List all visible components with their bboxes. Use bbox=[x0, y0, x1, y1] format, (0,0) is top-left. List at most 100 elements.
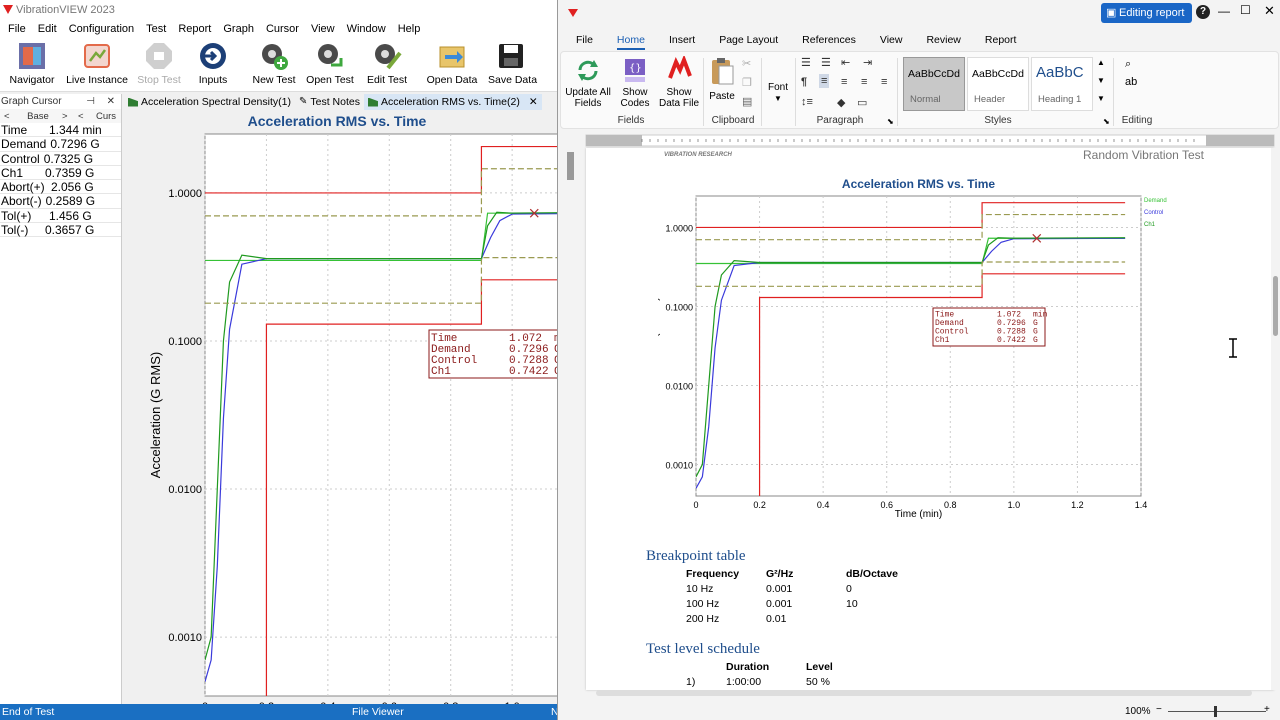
styles-scroll-down-icon[interactable]: ▼ bbox=[1097, 76, 1105, 85]
live-instance-button[interactable]: Live Instance bbox=[66, 38, 128, 92]
tab-file[interactable]: File bbox=[576, 34, 593, 46]
menu-report[interactable]: Report bbox=[178, 23, 212, 35]
dialog-launcher-icon[interactable]: ⬊ bbox=[1103, 117, 1110, 126]
menu-help[interactable]: Help bbox=[397, 23, 421, 35]
minimize-icon[interactable]: — bbox=[1218, 4, 1230, 18]
inputs-button[interactable]: Inputs bbox=[192, 38, 234, 92]
series-group bbox=[696, 202, 1126, 496]
cursor-key: Time bbox=[1, 123, 28, 137]
stop-test-button[interactable]: Stop Test bbox=[134, 38, 184, 92]
help-icon[interactable]: ? bbox=[1196, 5, 1210, 19]
decrease-indent-icon[interactable]: ⇤ bbox=[841, 57, 851, 69]
menu-view[interactable]: View bbox=[310, 23, 335, 35]
vertical-scrollbar[interactable] bbox=[1271, 148, 1280, 690]
replace-icon[interactable]: ab bbox=[1125, 76, 1138, 88]
pilcrow-icon[interactable]: ¶ bbox=[801, 76, 808, 88]
shading-icon[interactable]: ◆ bbox=[837, 97, 846, 109]
tab-acceleration-rms-vs-time[interactable]: Acceleration RMS vs. Time(2) ✕ bbox=[363, 94, 542, 110]
zoom-in-icon[interactable]: + bbox=[1264, 704, 1270, 715]
style-name: Heading 1 bbox=[1038, 94, 1082, 105]
vibrationview-window: VibrationVIEW 2023 File Edit Configurati… bbox=[0, 0, 636, 720]
tab-label: Acceleration RMS vs. Time(2) bbox=[380, 96, 520, 108]
align-right-icon[interactable]: ≡ bbox=[861, 76, 868, 88]
menu-graph[interactable]: Graph bbox=[223, 23, 254, 35]
tab-test-notes[interactable]: ✎ Test Notes bbox=[295, 94, 364, 110]
cursor-panel-subheader: < Base > < Curs bbox=[0, 109, 121, 123]
justify-icon[interactable]: ≡ bbox=[881, 76, 888, 88]
close-icon[interactable]: ✕ bbox=[106, 96, 115, 107]
edit-test-button[interactable]: Edit Test bbox=[364, 38, 410, 92]
style-header[interactable]: AaBbCcDd Header bbox=[967, 57, 1029, 111]
align-left-icon[interactable]: ≡ bbox=[819, 74, 830, 88]
dialog-launcher-icon[interactable]: ⬊ bbox=[887, 117, 894, 126]
bullets-icon[interactable]: ☰ bbox=[801, 57, 811, 69]
new-test-button[interactable]: New Test bbox=[252, 38, 296, 92]
tab-report[interactable]: Report bbox=[984, 34, 1017, 46]
tab-home[interactable]: Home bbox=[605, 30, 657, 50]
menu-cursor[interactable]: Cursor bbox=[265, 23, 299, 35]
zoom-slider[interactable] bbox=[1168, 711, 1266, 712]
zoom-slider-thumb[interactable] bbox=[1214, 706, 1217, 717]
base-label: Base bbox=[27, 110, 49, 122]
tab-insert[interactable]: Insert bbox=[668, 34, 696, 46]
curs-prev-button[interactable]: < bbox=[78, 110, 84, 122]
graph-icon bbox=[367, 97, 378, 107]
align-center-icon[interactable]: ≡ bbox=[841, 76, 848, 88]
open-data-button[interactable]: Open Data bbox=[426, 38, 478, 92]
open-test-button[interactable]: Open Test bbox=[306, 38, 354, 92]
menu-file[interactable]: File bbox=[8, 23, 26, 35]
style-heading-1[interactable]: AaBbC Heading 1 bbox=[1031, 57, 1093, 111]
report-rms-chart[interactable]: Acceleration RMS vs. Time Time (min) Accel… bbox=[658, 172, 1198, 522]
y-axis-label: Acceleration (G RMS) bbox=[148, 352, 163, 478]
horizontal-scrollbar[interactable] bbox=[596, 690, 1252, 696]
styles-more-icon[interactable]: ▼ bbox=[1097, 94, 1105, 103]
style-normal[interactable]: AaBbCcDd Normal bbox=[903, 57, 965, 111]
menu-edit[interactable]: Edit bbox=[37, 23, 57, 35]
find-icon[interactable]: ⌕ bbox=[1125, 58, 1132, 70]
close-tab-icon[interactable]: ✕ bbox=[528, 96, 538, 108]
paste-button[interactable]: Paste bbox=[707, 56, 737, 102]
zoom-out-icon[interactable]: − bbox=[1156, 704, 1162, 715]
table-cell: 100 Hz bbox=[686, 597, 720, 610]
cursor-key: Abort(+) bbox=[1, 180, 45, 195]
x-tick-label: 0.4 bbox=[817, 500, 830, 510]
scrollbar-thumb[interactable] bbox=[1273, 276, 1278, 336]
editing-report-button[interactable]: ▣ Editing report bbox=[1101, 3, 1192, 23]
show-data-file-button[interactable]: Show Data File bbox=[657, 54, 701, 109]
font-button[interactable]: Font ▼ bbox=[765, 82, 791, 104]
increase-indent-icon[interactable]: ⇥ bbox=[863, 57, 873, 69]
copy-icon[interactable]: ❐ bbox=[742, 77, 752, 89]
tab-references[interactable]: References bbox=[802, 34, 856, 46]
save-data-button[interactable]: Save Data bbox=[488, 38, 537, 92]
tab-acceleration-spectral-density[interactable]: Acceleration Spectral Density(1) bbox=[124, 94, 295, 110]
close-window-icon[interactable]: ✕ bbox=[1264, 3, 1275, 18]
numbering-icon[interactable]: ☰ bbox=[821, 57, 831, 69]
cursor-unit: G bbox=[85, 194, 96, 209]
tab-page-layout[interactable]: Page Layout bbox=[719, 34, 779, 46]
styles-scroll-up-icon[interactable]: ▲ bbox=[1097, 58, 1105, 67]
menu-configuration[interactable]: Configuration bbox=[68, 23, 135, 35]
cursor-row-ch1: Ch1 0.7359 G bbox=[0, 166, 121, 181]
maximize-icon[interactable]: ☐ bbox=[1240, 3, 1251, 17]
cut-icon[interactable]: ✂ bbox=[742, 58, 752, 70]
document-page[interactable]: VIBRATION RESEARCH Random Vibration Test… bbox=[586, 148, 1274, 690]
update-all-fields-button[interactable]: Update All Fields bbox=[563, 56, 613, 109]
tab-view[interactable]: View bbox=[879, 34, 903, 46]
chart-title: Acceleration RMS vs. Time bbox=[248, 113, 427, 129]
menu-test[interactable]: Test bbox=[146, 23, 167, 35]
navigator-button[interactable]: Navigator bbox=[4, 38, 60, 92]
base-next-button[interactable]: > bbox=[62, 110, 68, 122]
format-painter-icon[interactable]: ▤ bbox=[742, 96, 753, 108]
borders-icon[interactable]: ▭ bbox=[857, 97, 868, 109]
ruler[interactable] bbox=[558, 133, 1280, 148]
vr-logo-icon bbox=[568, 9, 578, 17]
show-codes-button[interactable]: {} Show Codes bbox=[617, 56, 653, 109]
pin-icon[interactable]: ⊣ bbox=[86, 96, 95, 107]
base-prev-button[interactable]: < bbox=[4, 110, 10, 122]
table-cell: 0.001 bbox=[766, 597, 793, 610]
line-spacing-icon[interactable]: ↕≡ bbox=[801, 96, 813, 108]
menu-window[interactable]: Window bbox=[346, 23, 386, 35]
inputs-icon bbox=[198, 41, 228, 71]
tab-review[interactable]: Review bbox=[926, 34, 961, 46]
